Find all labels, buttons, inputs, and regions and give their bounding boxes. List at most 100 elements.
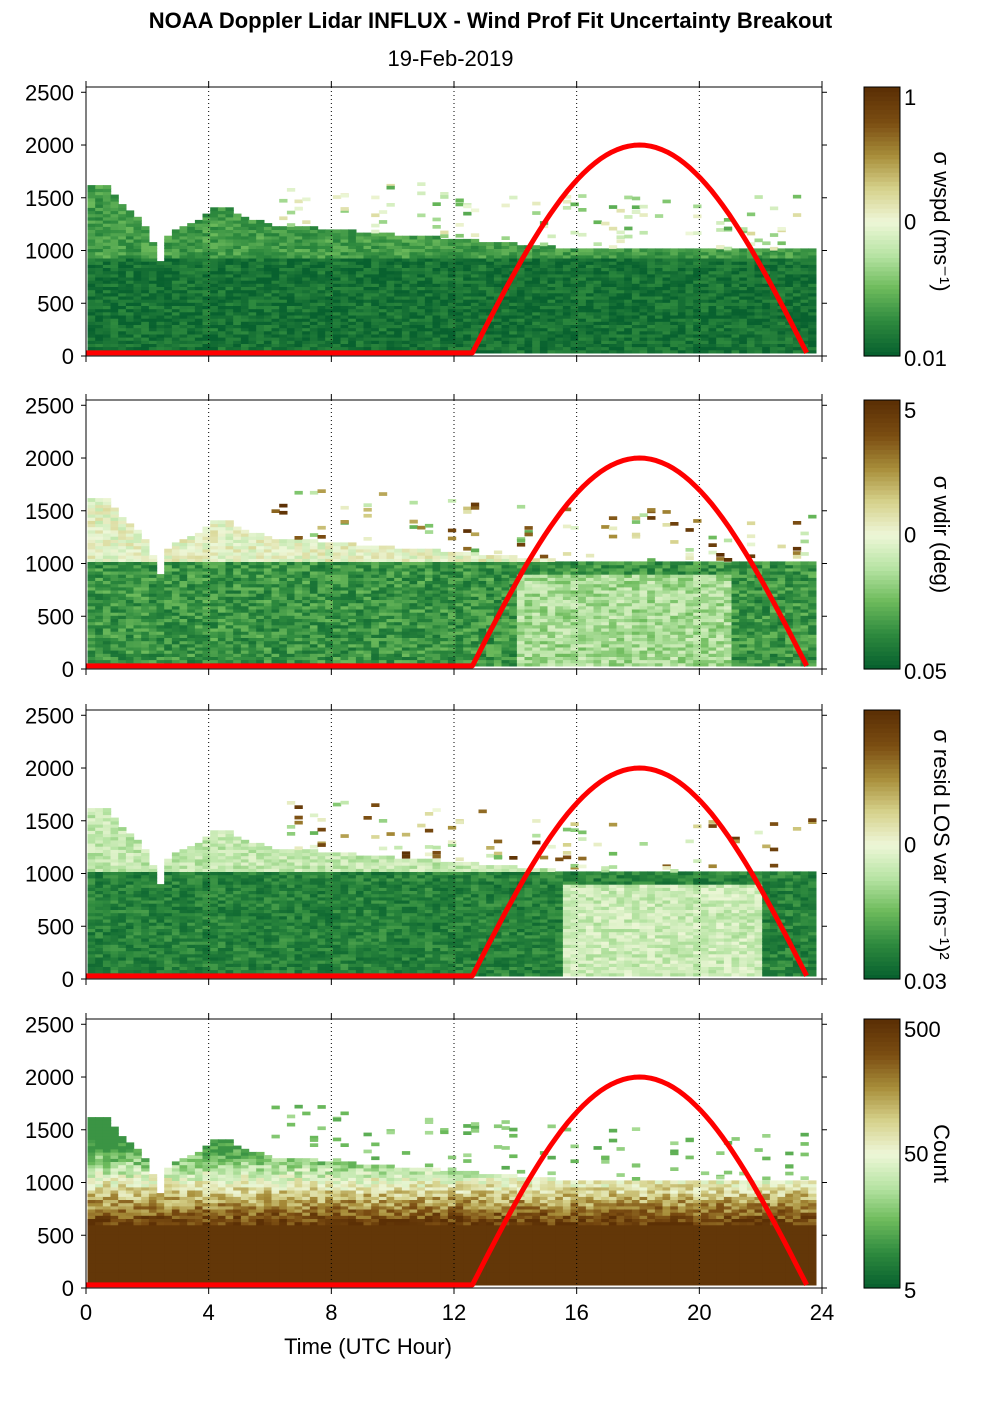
colorbar-label: σ wspd (ms⁻¹) (929, 151, 954, 291)
heatmap-cell (455, 198, 464, 203)
heatmap-cell (570, 248, 579, 253)
heatmap-cell (723, 246, 733, 251)
heatmap-cell (133, 242, 142, 246)
heatmap-cell (87, 318, 96, 322)
heatmap-cell (202, 308, 211, 313)
heatmap-cell (87, 204, 96, 208)
heatmap-cell (133, 286, 142, 291)
heatmap-cell (210, 330, 219, 335)
heatmap-cell (148, 251, 158, 256)
heatmap-cell (240, 254, 250, 259)
heatmap-cell (202, 251, 211, 256)
heatmap-cell (194, 232, 204, 237)
heatmap-cell (125, 280, 135, 284)
heatmap-cell (187, 330, 196, 335)
heatmap-cell (340, 193, 349, 198)
heatmap-cell (302, 197, 311, 202)
heatmap-cell (148, 311, 158, 316)
heatmap-cell (102, 270, 112, 275)
heatmap-cell (171, 295, 181, 300)
heatmap-cell (240, 299, 250, 303)
heatmap-cell (463, 238, 472, 243)
heatmap-cell (110, 204, 119, 208)
heatmap-cell (87, 210, 96, 215)
heatmap-cell (102, 226, 112, 230)
heatmap-cell (156, 327, 165, 332)
heatmap-cell (171, 286, 181, 291)
heatmap-cell (110, 314, 119, 319)
heatmap-cell (118, 308, 127, 313)
heatmap-cell (225, 289, 234, 294)
heatmap-cell (240, 273, 250, 278)
heatmap-cell (225, 346, 234, 351)
heatmap-cell (133, 235, 142, 240)
heatmap-cell (225, 280, 234, 284)
heatmap-cell (133, 226, 142, 230)
heatmap-cell (631, 210, 641, 214)
heatmap-cell (125, 229, 135, 234)
colorbar-segment (864, 109, 900, 115)
heatmap-cell (164, 333, 173, 338)
heatmap-cell (102, 340, 112, 344)
heatmap-cell (194, 340, 204, 344)
heatmap-cell (762, 248, 771, 253)
heatmap-cell (148, 254, 158, 259)
heatmap-cell (248, 289, 257, 294)
heatmap-cell (217, 226, 227, 230)
colorbar: 100.01σ wspd (ms⁻¹) (863, 85, 954, 371)
heatmap-cell (164, 318, 173, 322)
heatmap-cell (248, 321, 257, 325)
heatmap-cell (87, 216, 96, 221)
heatmap-cell (110, 273, 119, 278)
heatmap-cell (225, 229, 234, 234)
heatmap-cell (187, 223, 196, 227)
heatmap-cell (233, 292, 242, 297)
heatmap-cell (102, 292, 112, 297)
heatmap-cell (194, 219, 204, 224)
heatmap-cell (164, 280, 173, 284)
y-tick-label: 2500 (25, 80, 74, 105)
heatmap-cell (179, 229, 188, 234)
heatmap-cell (102, 346, 112, 351)
heatmap-cell (248, 235, 257, 240)
heatmap-cell (110, 232, 119, 237)
heatmap-cell (179, 264, 188, 268)
heatmap-cell (141, 333, 150, 338)
heatmap-cell (179, 324, 188, 329)
heatmap-cell (394, 235, 403, 240)
colorbar-segment (864, 270, 900, 276)
heatmap-cell (141, 276, 150, 281)
heatmap-cell (133, 324, 142, 329)
heatmap-cell (141, 321, 150, 325)
heatmap-cell (95, 308, 104, 313)
heatmap-cell (156, 283, 165, 287)
heatmap-cell (348, 229, 357, 234)
heatmap-cell (294, 206, 303, 211)
heatmap-cell (125, 223, 135, 227)
heatmap-cell (217, 235, 227, 240)
heatmap-cell (125, 283, 135, 287)
colorbar-segment (864, 127, 900, 133)
heatmap-cell (148, 343, 158, 348)
heatmap-cell (240, 302, 250, 306)
heatmap-cell (240, 216, 250, 221)
heatmap-cell (202, 333, 211, 338)
heatmap-cell (156, 302, 165, 306)
heatmap-cell (102, 343, 112, 348)
heatmap-cell (187, 343, 196, 348)
heatmap-cell (210, 318, 219, 322)
heatmap-cell (187, 257, 196, 262)
heatmap-cell (233, 299, 242, 303)
heatmap-cell (171, 337, 181, 341)
heatmap-cell (233, 219, 242, 224)
heatmap-cell (248, 308, 257, 313)
heatmap-cell (639, 248, 648, 253)
heatmap-cell (647, 248, 656, 253)
heatmap-cell (118, 270, 127, 275)
heatmap-cell (670, 248, 679, 253)
heatmap-cell (187, 289, 196, 294)
heatmap-cell (133, 257, 142, 262)
heatmap-cell (240, 324, 250, 329)
heatmap-cell (125, 318, 135, 322)
heatmap-cell (164, 261, 173, 265)
